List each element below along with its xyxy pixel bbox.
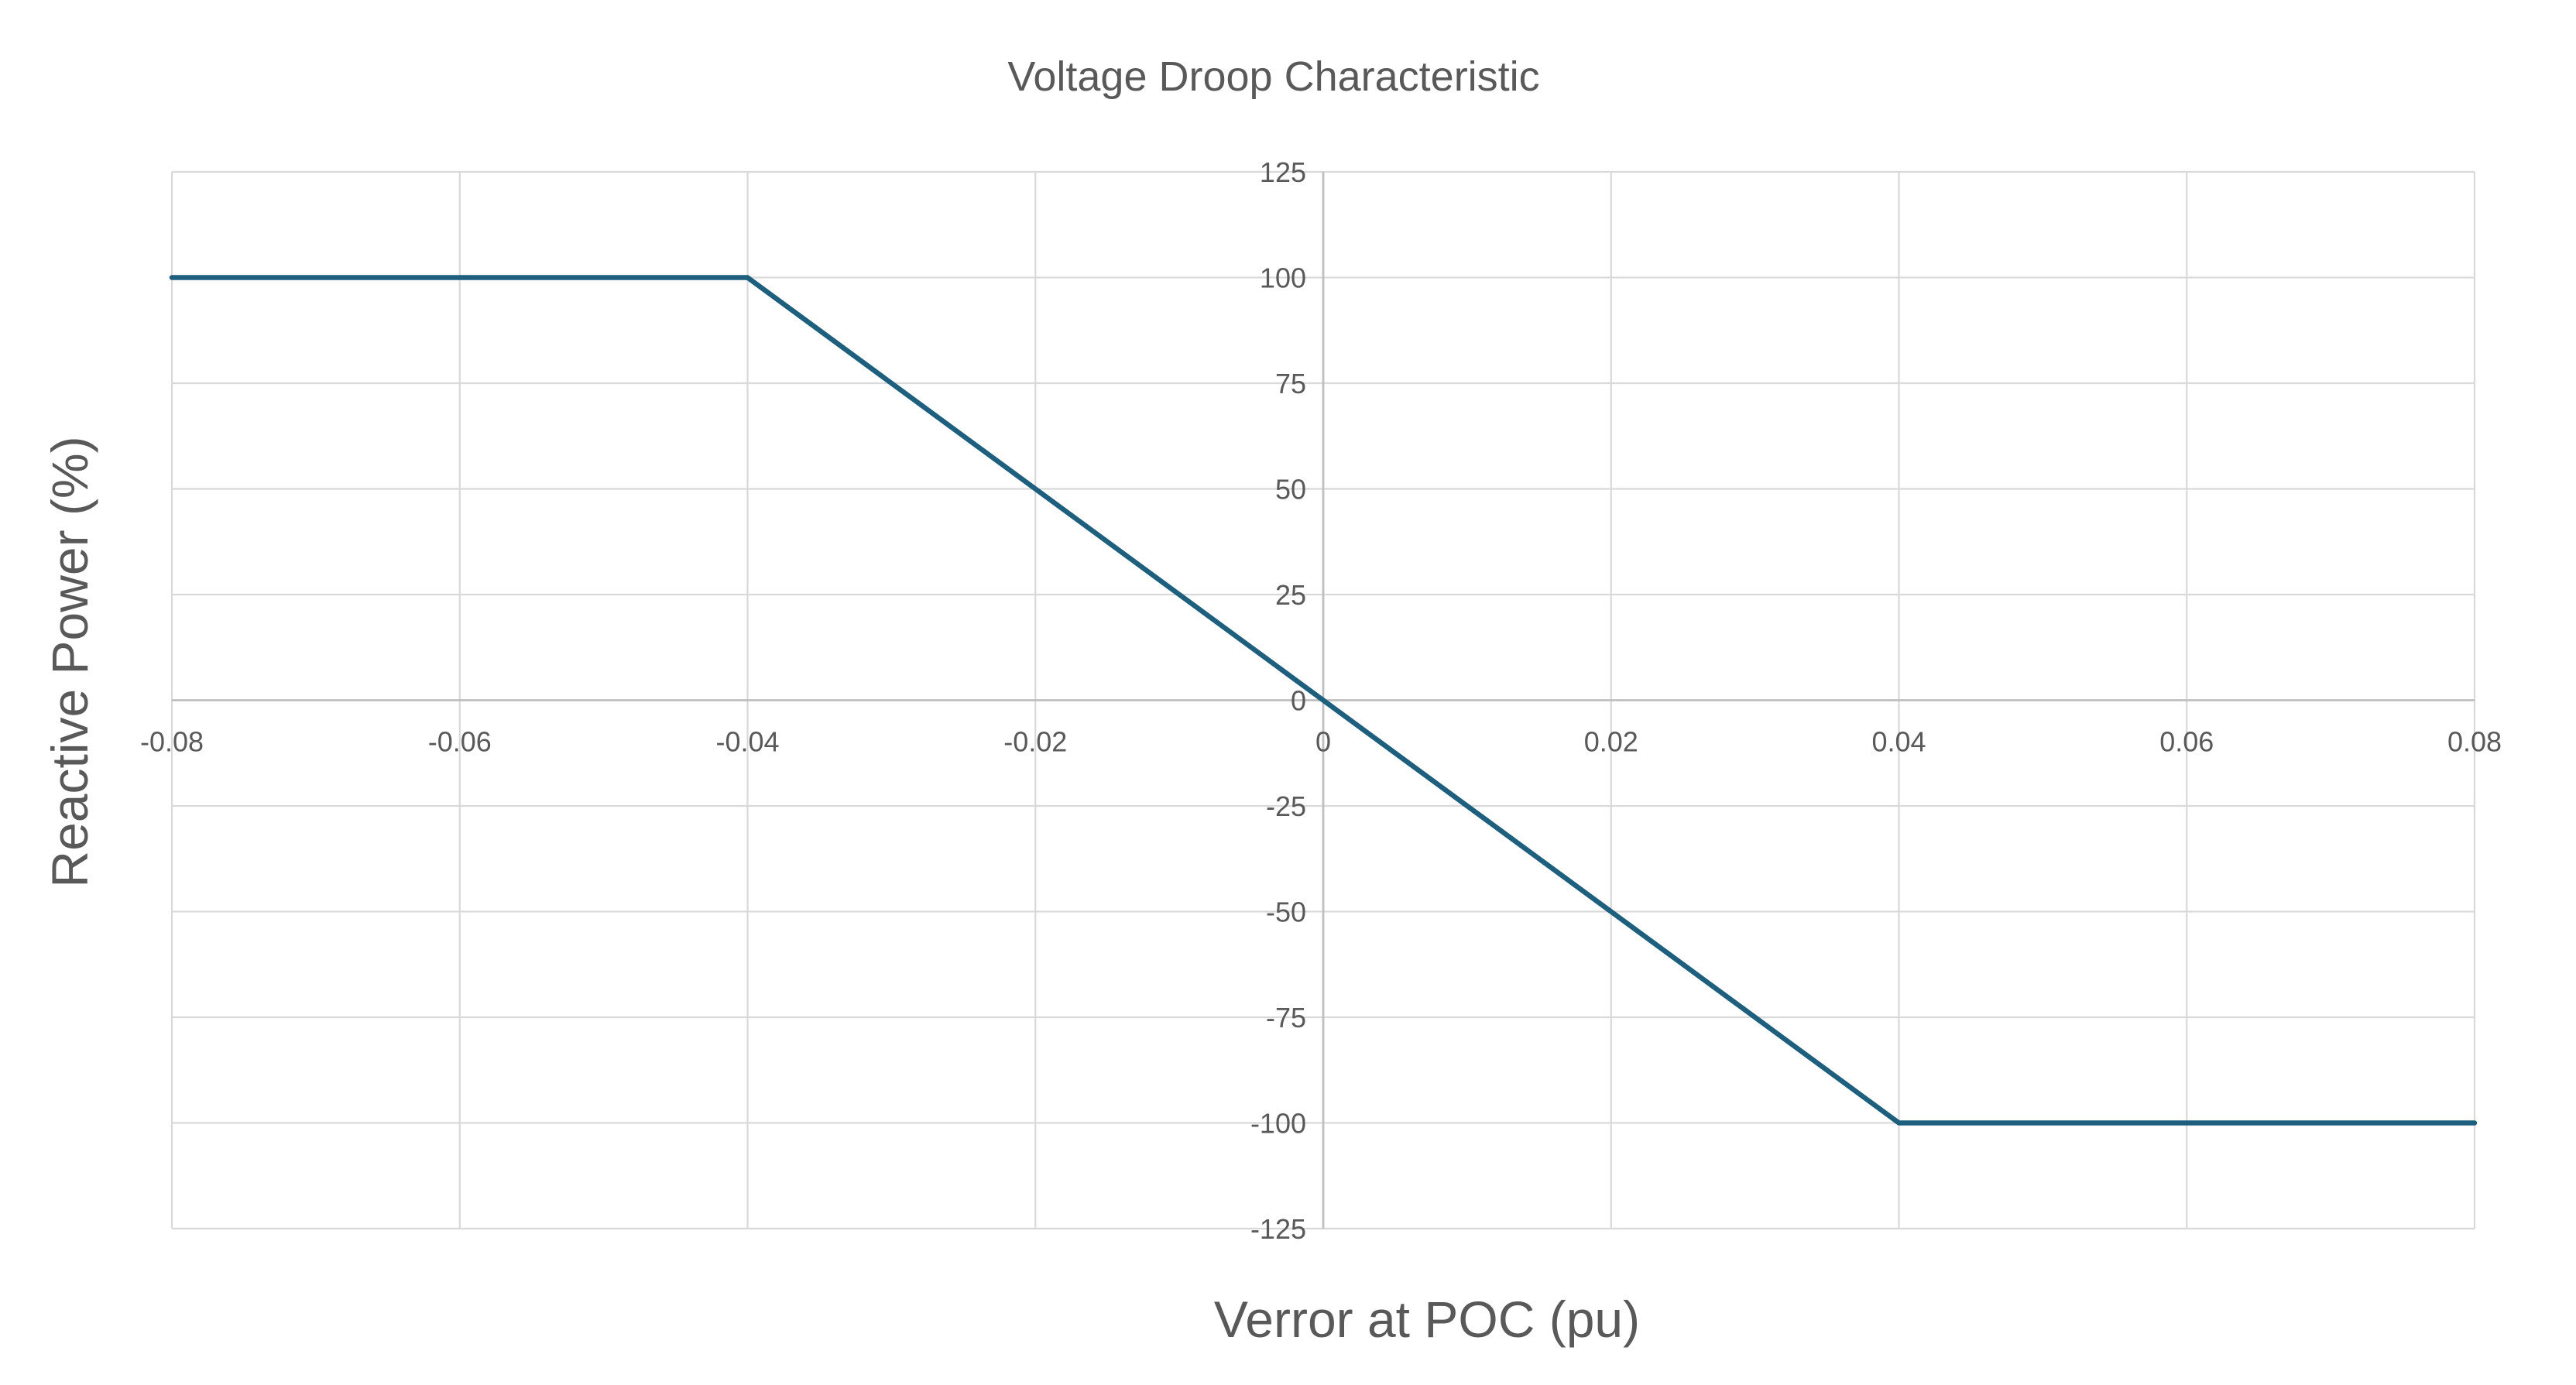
x-tick-label: -0.08 xyxy=(140,726,204,758)
y-tick-label: 125 xyxy=(1260,156,1306,188)
y-tick-label: 0 xyxy=(1291,685,1306,717)
x-tick-label: -0.06 xyxy=(428,726,492,758)
y-tick-label: -25 xyxy=(1266,790,1306,822)
x-tick-label: 0 xyxy=(1315,726,1331,758)
x-tick-label: 0.04 xyxy=(1871,726,1926,758)
y-tick-label: -100 xyxy=(1250,1108,1306,1140)
y-tick-label: -125 xyxy=(1250,1213,1306,1245)
x-tick-label: 0.06 xyxy=(2159,726,2214,758)
x-tick-label: 0.08 xyxy=(2447,726,2502,758)
y-tick-label: 25 xyxy=(1275,579,1306,611)
chart-title: Voltage Droop Characteristic xyxy=(1007,53,1539,100)
y-tick-label: 50 xyxy=(1275,474,1306,506)
droop-series-line xyxy=(169,275,2478,1126)
y-tick-label: -75 xyxy=(1266,1002,1306,1034)
y-tick-label: -50 xyxy=(1266,896,1306,928)
x-axis-title: Verror at POC (pu) xyxy=(1214,1291,1640,1348)
y-axis-title: Reactive Power (%) xyxy=(41,436,98,887)
tick-labels: -0.08 -0.06 -0.04 -0.02 0 0.02 0.04 0.06 0.08 125… xyxy=(140,156,2502,1245)
y-tick-label: 100 xyxy=(1260,262,1306,294)
x-tick-label: -0.04 xyxy=(715,726,779,758)
x-tick-label: 0.02 xyxy=(1584,726,1638,758)
y-tick-label: 75 xyxy=(1275,368,1306,399)
x-tick-label: -0.02 xyxy=(1003,726,1067,758)
series-layer xyxy=(169,275,2478,1126)
